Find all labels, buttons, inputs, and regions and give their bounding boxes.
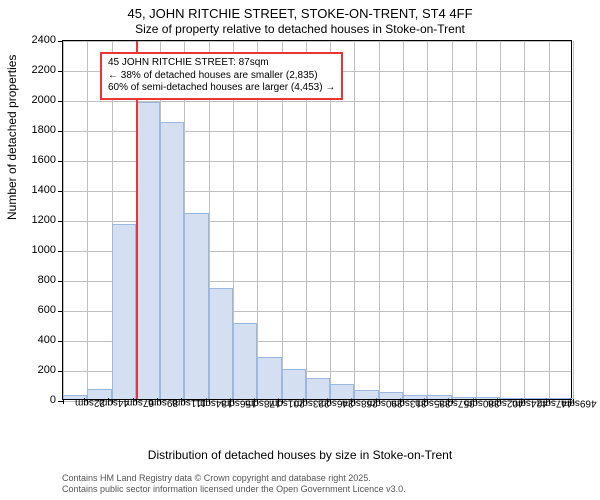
grid-line bbox=[573, 41, 574, 399]
y-tick-label: 2200 bbox=[16, 64, 56, 76]
grid-line bbox=[427, 41, 428, 399]
grid-line bbox=[403, 41, 404, 399]
y-tick-label: 0 bbox=[16, 394, 56, 406]
footer-line: Contains HM Land Registry data © Crown c… bbox=[62, 473, 406, 485]
footer-attribution: Contains HM Land Registry data © Crown c… bbox=[62, 473, 406, 496]
y-tick-label: 600 bbox=[16, 304, 56, 316]
y-tick-label: 1400 bbox=[16, 184, 56, 196]
y-tick-label: 200 bbox=[16, 364, 56, 376]
grid-line bbox=[524, 41, 525, 399]
grid-line bbox=[549, 41, 550, 399]
y-tick-label: 2000 bbox=[16, 94, 56, 106]
annotation-box: 45 JOHN RITCHIE STREET: 87sqm← 38% of de… bbox=[100, 52, 343, 100]
grid-line bbox=[476, 41, 477, 399]
histogram-bar bbox=[306, 378, 330, 399]
histogram-bar bbox=[112, 224, 136, 400]
histogram-bar bbox=[257, 357, 281, 399]
y-tick-label: 1000 bbox=[16, 244, 56, 256]
histogram-bar bbox=[136, 102, 160, 399]
y-tick-label: 2400 bbox=[16, 34, 56, 46]
grid-line bbox=[354, 41, 355, 399]
chart-subtitle: Size of property relative to detached ho… bbox=[0, 22, 600, 36]
y-tick-label: 1200 bbox=[16, 214, 56, 226]
grid-line bbox=[63, 41, 64, 399]
annotation-line: 45 JOHN RITCHIE STREET: 87sqm bbox=[108, 57, 335, 70]
histogram-bar bbox=[184, 213, 208, 399]
grid-line bbox=[379, 41, 380, 399]
annotation-line: ← 38% of detached houses are smaller (2,… bbox=[108, 70, 335, 83]
histogram-bar bbox=[282, 369, 306, 399]
grid-line bbox=[63, 41, 571, 42]
x-axis-label: Distribution of detached houses by size … bbox=[0, 448, 600, 462]
histogram-bar bbox=[160, 122, 184, 400]
grid-line bbox=[452, 41, 453, 399]
x-tick-mark bbox=[63, 399, 64, 404]
grid-line bbox=[87, 41, 88, 399]
y-tick-label: 800 bbox=[16, 274, 56, 286]
y-tick-label: 1600 bbox=[16, 154, 56, 166]
histogram-bar bbox=[209, 288, 233, 399]
annotation-line: 60% of semi-detached houses are larger (… bbox=[108, 82, 335, 95]
y-tick-label: 400 bbox=[16, 334, 56, 346]
histogram-bar bbox=[233, 323, 257, 400]
grid-line bbox=[500, 41, 501, 399]
footer-line: Contains public sector information licen… bbox=[62, 484, 406, 496]
y-tick-label: 1800 bbox=[16, 124, 56, 136]
chart-title: 45, JOHN RITCHIE STREET, STOKE-ON-TRENT,… bbox=[0, 6, 600, 21]
